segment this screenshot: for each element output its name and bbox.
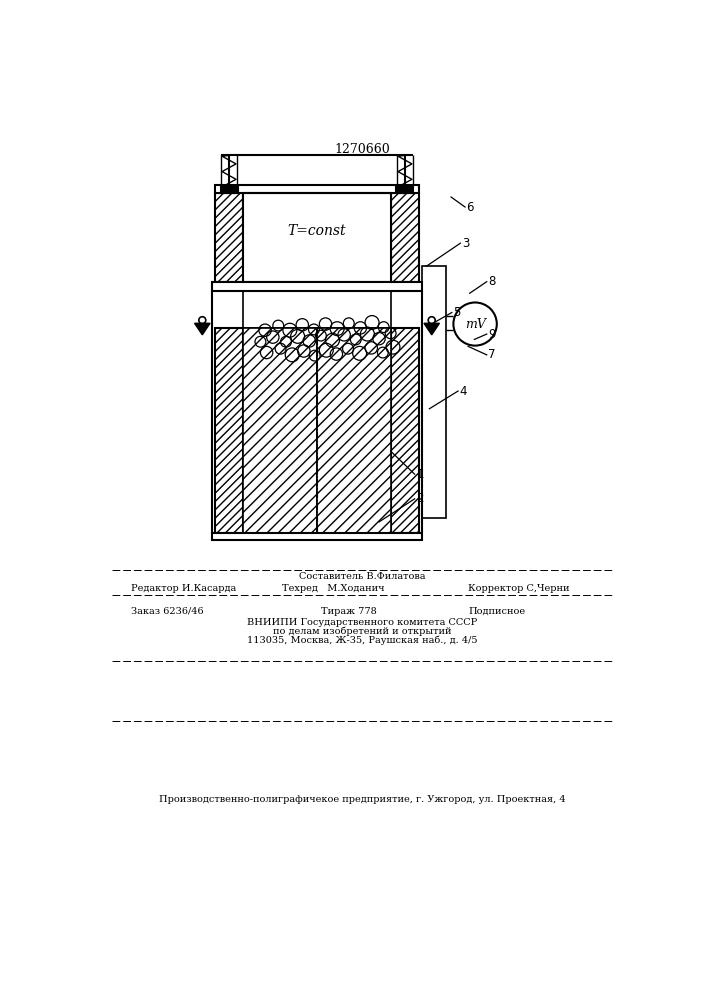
Text: T=const: T=const — [288, 224, 346, 238]
Bar — [215, 185, 419, 193]
Text: 4: 4 — [460, 385, 467, 398]
Bar — [397, 187, 414, 193]
Text: mV: mV — [464, 318, 486, 331]
Text: Корректор С,Черни: Корректор С,Черни — [468, 584, 570, 593]
Text: Заказ 6236/46: Заказ 6236/46 — [131, 607, 204, 616]
Bar — [215, 328, 243, 533]
Text: 1: 1 — [416, 468, 423, 481]
Bar — [317, 328, 391, 533]
Polygon shape — [194, 323, 210, 335]
Text: Подписное: Подписное — [468, 607, 525, 616]
Polygon shape — [424, 323, 440, 335]
Bar — [391, 328, 419, 533]
Bar — [221, 187, 238, 193]
Bar — [215, 193, 243, 282]
Text: 9: 9 — [489, 328, 496, 341]
Text: 1270660: 1270660 — [334, 143, 390, 156]
Text: Производственно-полиграфичекое предприятие, г. Ужгород, ул. Проектная, 4: Производственно-полиграфичекое предприят… — [158, 795, 566, 804]
Bar — [243, 193, 391, 282]
Text: Редактор И.Касарда: Редактор И.Касарда — [131, 584, 236, 593]
Text: ВНИИПИ Государственного комитета СССР: ВНИИПИ Государственного комитета СССР — [247, 618, 477, 627]
Bar — [422, 266, 445, 518]
Text: Тираж 778: Тираж 778 — [321, 607, 377, 616]
Bar — [391, 193, 419, 282]
Bar — [243, 328, 317, 533]
Bar — [211, 282, 422, 291]
Text: Техред   М.Ходанич: Техред М.Ходанич — [282, 584, 385, 593]
Text: Составитель В.Филатова: Составитель В.Филатова — [298, 572, 425, 581]
Text: 2: 2 — [416, 492, 423, 505]
Text: 5: 5 — [453, 306, 461, 319]
Text: 8: 8 — [489, 275, 496, 288]
Text: 6: 6 — [467, 201, 474, 214]
Text: 3: 3 — [462, 237, 469, 250]
Text: по делам изобретений и открытий: по делам изобретений и открытий — [273, 627, 451, 636]
Text: 7: 7 — [489, 348, 496, 361]
Bar — [211, 533, 422, 540]
Bar — [243, 291, 391, 328]
Text: 113035, Москва, Ж-35, Раушская наб., д. 4/5: 113035, Москва, Ж-35, Раушская наб., д. … — [247, 636, 477, 645]
